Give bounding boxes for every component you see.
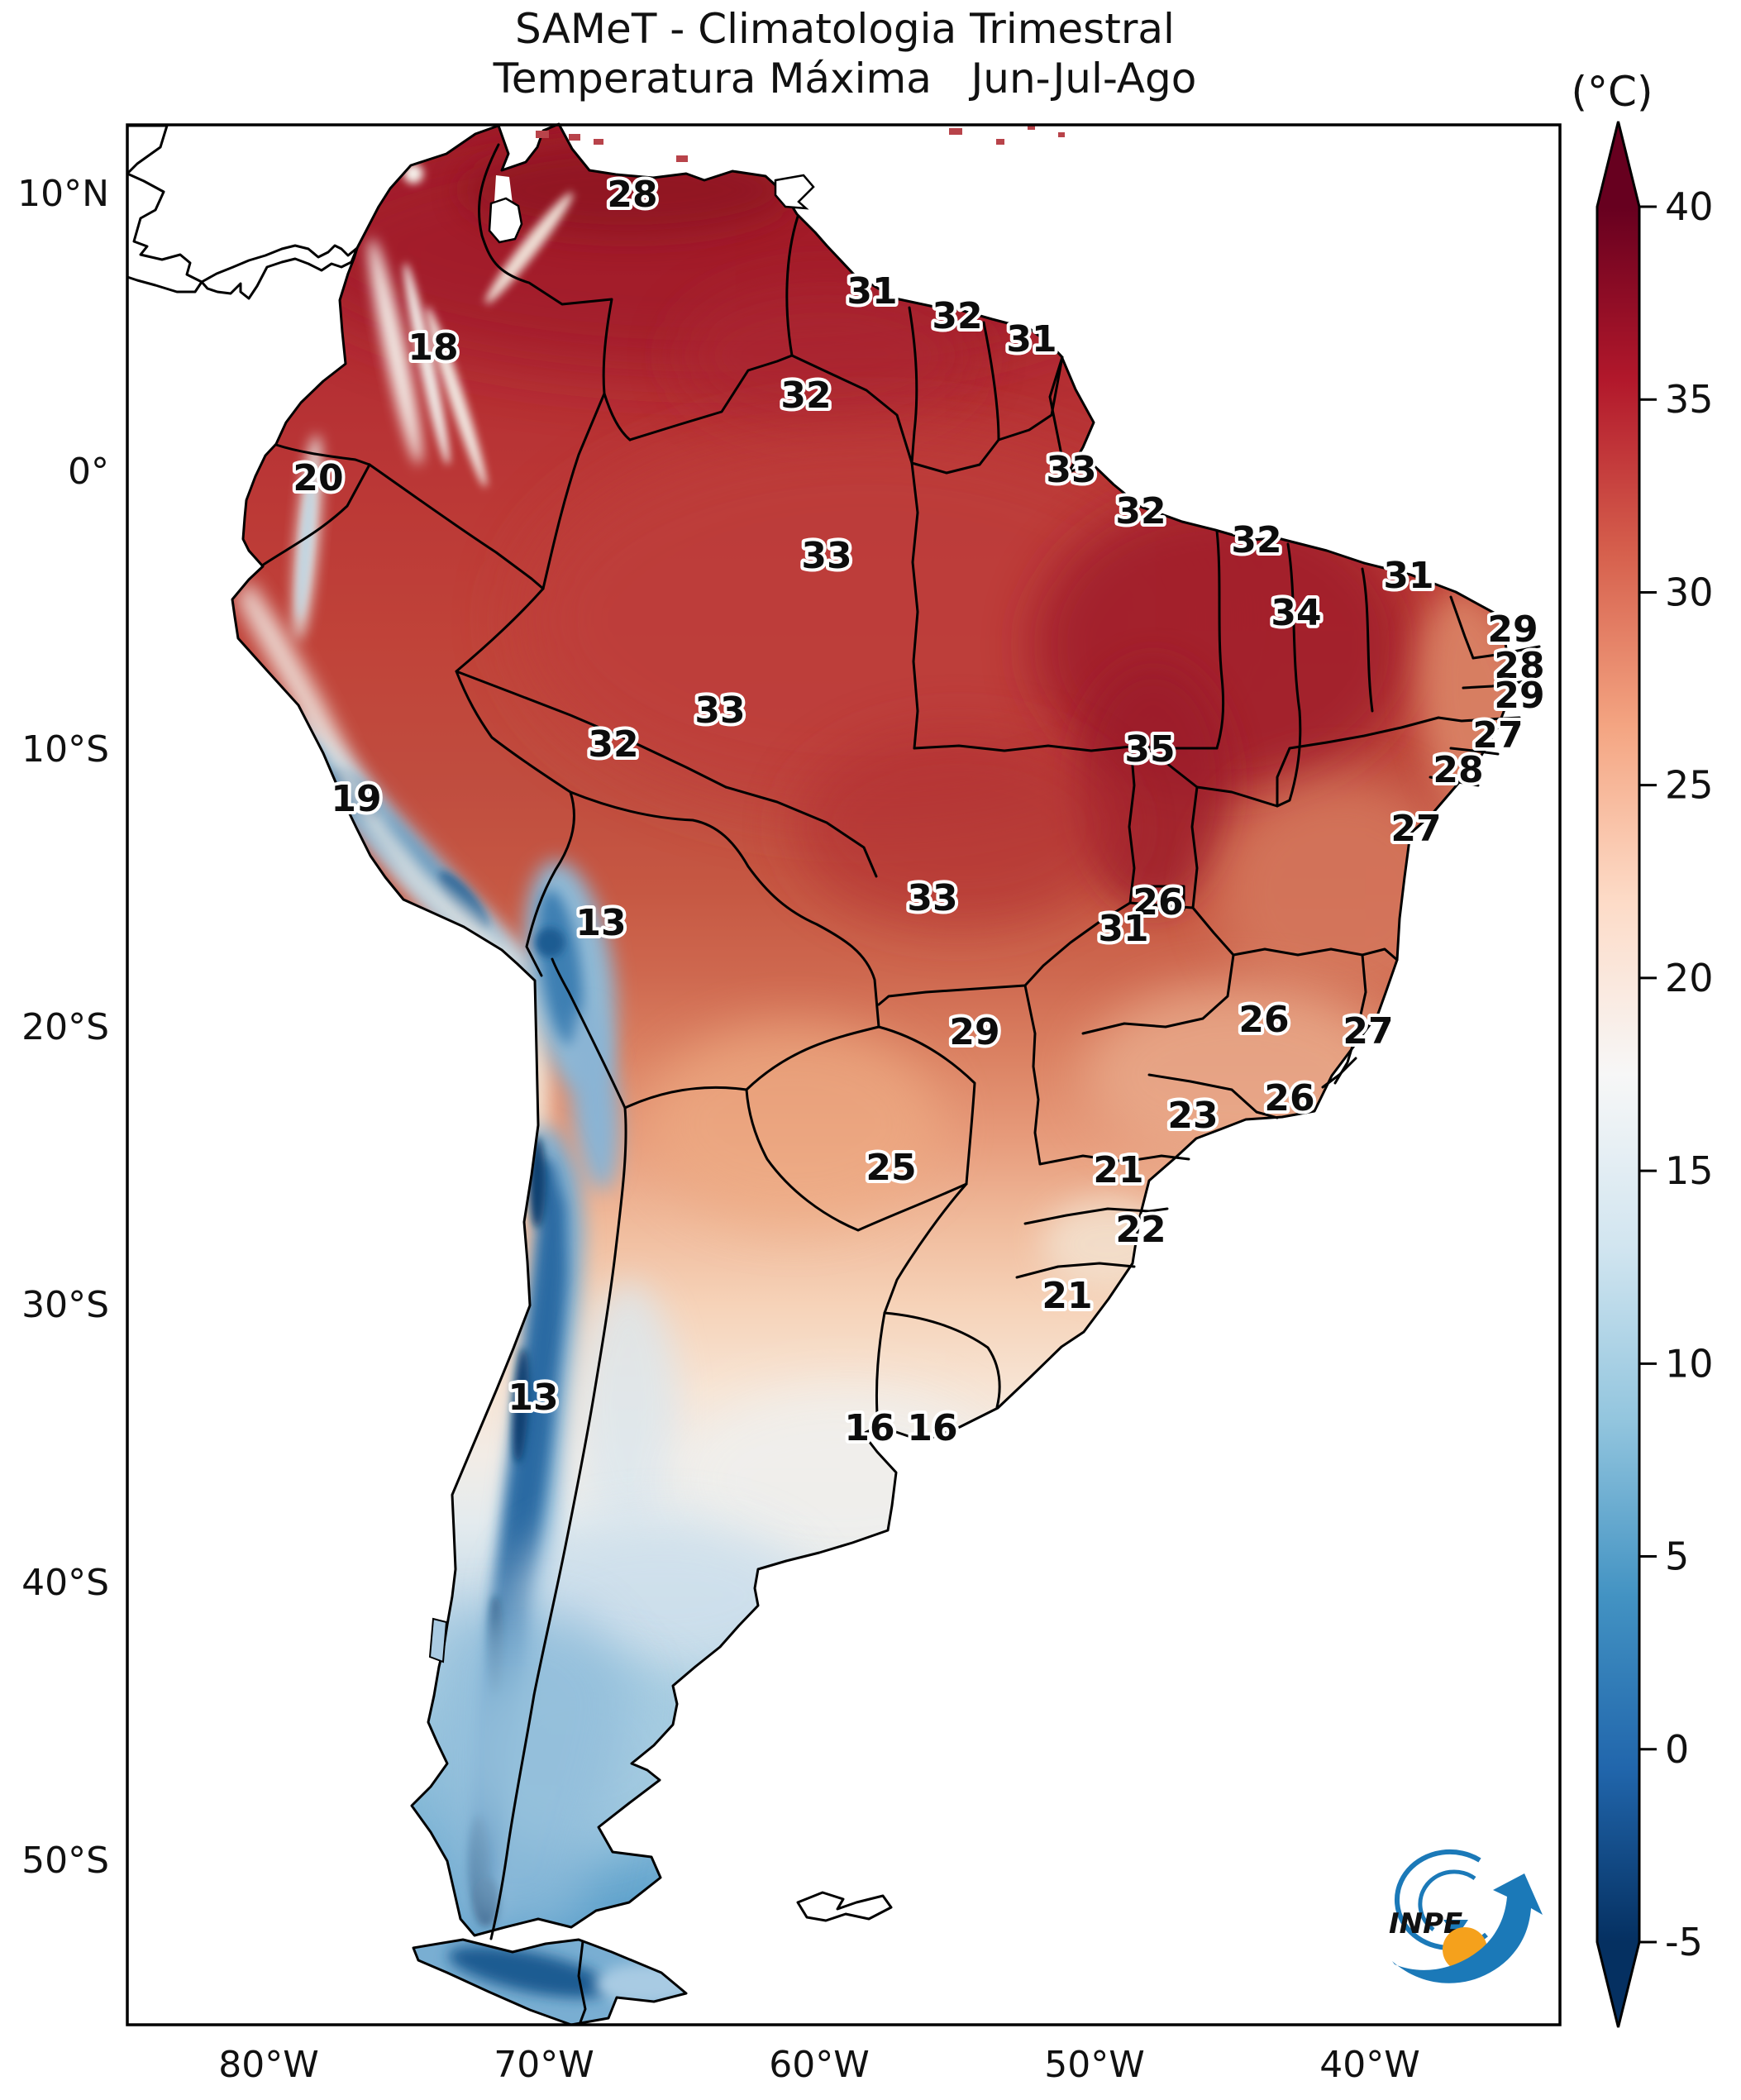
- map-temp-label: 34: [1271, 592, 1321, 634]
- map-temp-label: 26: [1238, 999, 1289, 1041]
- map-temp-label: 25: [866, 1147, 916, 1189]
- map-temp-label: 26: [1264, 1077, 1314, 1119]
- map-temp-label: 33: [694, 690, 745, 732]
- map-temp-label: 16: [907, 1407, 957, 1449]
- inpe-logo: INPE: [1389, 1849, 1543, 1983]
- map-temp-label: 28: [607, 174, 657, 216]
- colorbar-tick-label: 25: [1665, 763, 1714, 808]
- map-temp-label: 28: [1433, 749, 1483, 791]
- colorbar-tick-label: 0: [1665, 1727, 1689, 1772]
- colorbar-tick-label: 10: [1665, 1341, 1714, 1386]
- map-temp-label: 32: [932, 295, 982, 337]
- lat-tick-label: 0°: [68, 451, 109, 493]
- map-temp-label: 21: [1093, 1149, 1143, 1191]
- lat-tick-label: 10°N: [17, 173, 109, 215]
- lat-tick-label: 20°S: [21, 1006, 109, 1048]
- map-temp-label: 29: [1487, 609, 1538, 651]
- latitude-axis-labels: 10°N 0° 10°S 20°S 30°S 40°S 50°S: [17, 173, 109, 1882]
- colorbar-tick-label: 5: [1665, 1534, 1689, 1579]
- map-temp-label: 32: [1115, 490, 1166, 532]
- map-temp-label: 19: [331, 778, 381, 820]
- map-temp-label: 26: [1133, 881, 1183, 924]
- map-temp-label: 31: [1383, 555, 1433, 597]
- map-temp-label: 16: [844, 1407, 894, 1449]
- colorbar-unit-label: (°C): [1572, 68, 1653, 116]
- central-america-outline: [126, 124, 203, 294]
- map-temp-label: 32: [780, 375, 831, 417]
- map-temp-label: 27: [1343, 1010, 1393, 1052]
- colorbar-tick-label: 20: [1665, 956, 1714, 1000]
- map-temp-label: 27: [1472, 714, 1523, 756]
- map-temp-label: 29: [1494, 675, 1544, 717]
- colorbar-tick-label: -5: [1665, 1920, 1703, 1964]
- map-temp-label: 20: [293, 457, 343, 499]
- lon-tick-label: 40°W: [1319, 2044, 1420, 2086]
- logo-up-arrow: [1392, 1873, 1543, 1983]
- map-temp-label: 22: [1115, 1209, 1166, 1251]
- figure-title-line1: SAMeT - Climatologia Trimestral: [515, 5, 1175, 53]
- figure-title-line2: Temperatura Máxima Jun-Jul-Ago: [493, 55, 1197, 103]
- map-temp-label: 28: [1494, 645, 1544, 687]
- map-frame: [126, 123, 1562, 2026]
- colorbar-tick-label: 15: [1665, 1148, 1714, 1193]
- map-temp-label: 35: [1124, 728, 1175, 771]
- logo-down-arrowhead: [1443, 1920, 1468, 1938]
- falkland-islands: [796, 1891, 893, 1922]
- map-temp-label: 29: [949, 1011, 999, 1053]
- longitude-axis-labels: 80°W 70°W 60°W 50°W 40°W: [218, 2044, 1420, 2086]
- map-temp-label: 27: [1390, 808, 1441, 850]
- logo-inner-swirl: [1418, 1869, 1476, 1932]
- map-temp-label: 21: [1042, 1275, 1092, 1317]
- colorbar-tick-label: 40: [1665, 184, 1714, 229]
- map-temp-label: 31: [847, 270, 897, 313]
- political-borders: [260, 143, 1541, 2024]
- map-temp-label: 33: [907, 877, 957, 919]
- map-temp-label: 18: [408, 327, 458, 369]
- map-temp-label: 31: [1006, 318, 1057, 360]
- map-temp-label: 13: [575, 902, 626, 944]
- colorbar: 40 35 30 25 20 15 10 5 0 -5 (°C): [1572, 68, 1714, 2028]
- map-temp-label: 23: [1167, 1095, 1218, 1137]
- map-temp-label: 32: [588, 723, 638, 766]
- lon-tick-label: 60°W: [769, 2044, 870, 2086]
- lake-maracaibo: [488, 197, 523, 244]
- map-temp-label: 33: [1046, 449, 1096, 491]
- islands-and-neighbours: [126, 124, 1065, 2026]
- trinidad-island: [774, 174, 815, 210]
- lon-tick-label: 80°W: [218, 2044, 319, 2086]
- maracaibo-channel: [494, 175, 513, 203]
- panama-strip: [200, 244, 359, 300]
- caribbean-islets: [536, 125, 1065, 162]
- colorbar-tick-label: 30: [1665, 570, 1714, 614]
- lon-tick-label: 50°W: [1044, 2044, 1145, 2086]
- map-temp-label: 33: [801, 535, 851, 577]
- colorbar-tick-label: 35: [1665, 377, 1714, 422]
- chiloe-island: [428, 1617, 448, 1663]
- colorbar-bar: [1596, 121, 1641, 2028]
- lat-tick-label: 30°S: [21, 1284, 109, 1326]
- lat-tick-label: 50°S: [21, 1840, 109, 1882]
- lat-tick-label: 10°S: [21, 728, 109, 771]
- lon-tick-label: 70°W: [494, 2044, 594, 2086]
- lat-tick-label: 40°S: [21, 1562, 109, 1604]
- map-temp-label: 32: [1231, 519, 1281, 561]
- map-temp-label: 31: [1098, 908, 1148, 950]
- temperature-raster: [231, 122, 1511, 1937]
- map-temp-label: 13: [508, 1377, 558, 1419]
